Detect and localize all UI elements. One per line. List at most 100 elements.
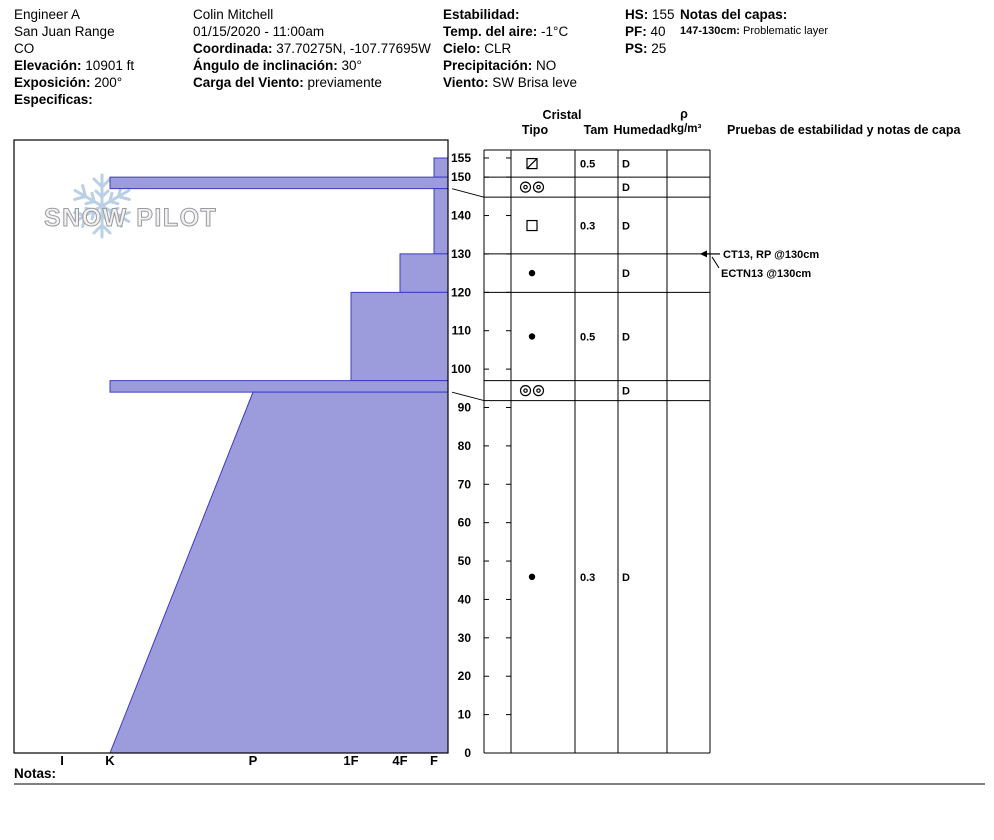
table-header-row: Cristal Tipo Tam Humedad ρ kg/m³ Pruebas… [522,107,962,137]
grain-symbol-double-circle [519,181,545,193]
field-value: 30° [341,58,362,73]
elevation-field: Elevación: 10901 ft [14,57,134,74]
observer-name: Colin Mitchell [193,6,431,23]
field-value: previamente [307,75,382,90]
snow-layer [350,291,449,382]
y-axis-label: 0 [464,746,471,760]
stability-annotations: CT13, RP @130cm ECTN13 @130cm [721,249,819,280]
field-value: Problematic layer [743,25,828,37]
field-value: -1°C [541,24,569,39]
pit-name: Engineer A [14,6,134,23]
wind-loading-field: Carga del Viento: previamente [193,74,431,91]
y-axis-label: 90 [458,400,472,414]
annotation-arrow-head [700,250,707,258]
y-axis-label: 110 [452,324,472,338]
moisture-value: D [622,182,630,194]
annotation-connector [711,256,720,269]
field-label: Precipitación: [443,58,533,73]
row-leader-line [451,188,485,198]
grain-symbol-square [526,219,538,232]
y-axis-label: 30 [458,631,472,645]
specifics-field: Especificas: [14,91,134,108]
stability-field: Estabilidad: [443,6,577,23]
y-axis-label: 150 [451,170,471,184]
field-value: SW Brisa leve [492,75,578,90]
sky-field: Cielo: CLR [443,40,577,57]
header-col-5: Notas del capas: 147-130cm: Problematic … [680,6,828,40]
watermark: SNOW PILOT [44,173,217,239]
col-header-density: ρ [680,107,688,121]
col-header-tests: Pruebas de estabilidad y notas de capa [727,123,961,137]
stability-annotation-marks [700,250,720,269]
field-label: Especificas: [14,92,93,107]
field-label: Carga del Viento: [193,75,304,90]
field-value: Colin Mitchell [193,7,274,22]
row-leader-line [451,391,485,402]
field-value: 37.70275N, -107.77695W [276,41,431,56]
field-value: San Juan Range [14,24,115,39]
col-header-tipo: Tipo [522,123,549,137]
precipitation-field: Precipitación: NO [443,57,577,74]
y-axis-label: 100 [451,362,471,376]
y-axis-label: 130 [451,247,471,261]
snow-layer [109,391,449,754]
field-value: Engineer A [14,7,81,22]
snow-layer [433,188,449,255]
snow-layer [433,157,449,178]
header-col-1: Engineer A San Juan Range CO Elevación: … [14,6,134,108]
y-axis-label: 120 [451,285,471,299]
field-label: PS: [625,41,648,56]
wind-field: Viento: SW Brisa leve [443,74,577,91]
grain-symbol-double-circle [519,385,545,397]
slope-angle-field: Ángulo de inclinación: 30° [193,57,431,74]
moisture-value: D [622,221,630,233]
field-value: 10901 ft [85,58,135,73]
moisture-value: D [622,331,630,343]
grain-size: 0.3 [580,572,595,584]
field-value: 200° [94,75,123,90]
moisture-value: D [622,386,630,398]
air-temp-field: Temp. del aire: -1°C [443,23,577,40]
x-axis-label: K [105,753,115,768]
field-label: 147-130cm: [680,25,740,37]
grain-symbol-square-slash [526,157,538,170]
snow-layer [109,176,449,190]
col-header-humedad: Humedad [614,123,671,137]
moisture-value: D [622,268,630,280]
x-axis-label: 1F [343,753,358,768]
header-col-4: HS: 155 PF: 40 PS: 25 [625,6,675,57]
watermark-text: SNOW PILOT [44,204,217,232]
field-label: Viento: [443,75,489,90]
col-header-cristal: Cristal [543,108,582,122]
field-label: Cielo: [443,41,481,56]
grain-size: 0.5 [580,331,595,343]
field-value: CLR [484,41,512,56]
y-axis-label: 20 [458,669,472,683]
pf-field: PF: 40 [625,23,675,40]
stability-test-2: ECTN13 @130cm [721,268,811,280]
col-header-tam: Tam [584,123,609,137]
field-label: Temp. del aire: [443,24,538,39]
grain-symbol-dot [528,269,536,277]
header-col-3: Estabilidad: Temp. del aire: -1°C Cielo:… [443,6,577,91]
snow-layer [399,253,449,293]
field-label: Notas del capas: [680,7,788,22]
grain-symbol-dot [528,333,536,340]
field-label: Coordinada: [193,41,273,56]
moisture-value: D [622,572,630,584]
field-value: CO [14,41,35,56]
hs-field: HS: 155 [625,6,675,23]
x-axis-label: F [430,753,438,768]
field-label: Ángulo de inclinación: [193,58,338,73]
y-axis-label: 50 [458,554,472,568]
coordinates-field: Coordinada: 37.70275N, -107.77695W [193,40,431,57]
ps-field: PS: 25 [625,40,675,57]
field-label: Estabilidad: [443,7,520,22]
notes-label: Notas: [14,766,57,781]
x-axis-label: 4F [392,753,407,768]
moisture-value: D [622,159,630,171]
layer-note: 147-130cm: Problematic layer [680,23,828,40]
y-axis-label: 70 [458,477,472,491]
